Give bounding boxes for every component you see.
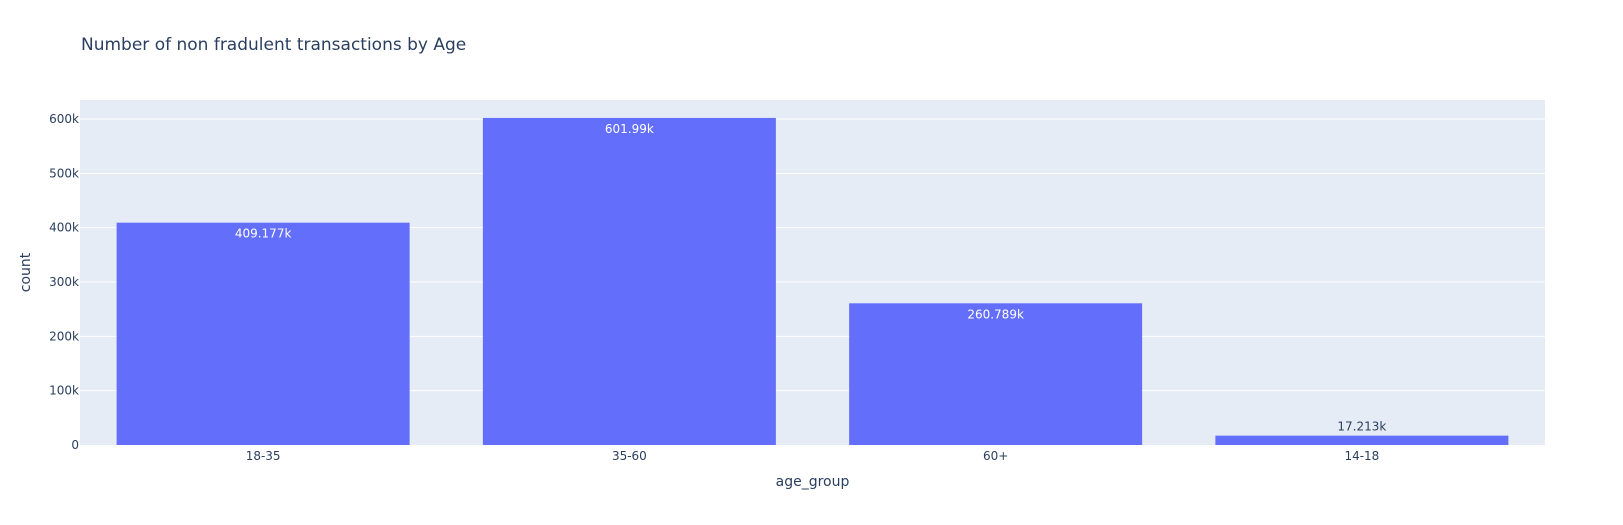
y-tick-label: 200k bbox=[49, 329, 79, 343]
x-axis-ticks: 18-35 35-60 60+ 14-18 bbox=[246, 449, 1380, 463]
bars bbox=[116, 117, 1509, 445]
bar-value-label: 260.789k bbox=[967, 307, 1024, 321]
bar-value-label: 17.213k bbox=[1337, 420, 1386, 434]
x-axis-title: age_group bbox=[776, 474, 850, 490]
bar-value-labels: 409.177k 601.99k 260.789k 17.213k bbox=[235, 122, 1387, 434]
x-tick-label: 14-18 bbox=[1344, 449, 1379, 463]
bar bbox=[1215, 435, 1509, 445]
y-tick-label: 400k bbox=[49, 221, 79, 235]
y-tick-label: 100k bbox=[49, 384, 79, 398]
y-tick-label: 0 bbox=[71, 438, 79, 452]
y-tick-label: 300k bbox=[49, 275, 79, 289]
x-tick-label: 60+ bbox=[983, 449, 1008, 463]
bar-value-label: 601.99k bbox=[605, 122, 654, 136]
bar bbox=[482, 117, 776, 445]
bar-value-label: 409.177k bbox=[235, 227, 292, 241]
chart-title: Number of non fradulent transactions by … bbox=[81, 35, 466, 55]
y-tick-label: 600k bbox=[49, 112, 79, 126]
bar bbox=[849, 303, 1143, 445]
bar bbox=[116, 222, 410, 445]
y-axis-title: count bbox=[18, 252, 34, 292]
y-tick-label: 500k bbox=[49, 166, 79, 180]
x-tick-label: 35-60 bbox=[612, 449, 647, 463]
y-axis-ticks: 0 100k 200k 300k 400k 500k 600k bbox=[49, 112, 79, 452]
x-tick-label: 18-35 bbox=[246, 449, 281, 463]
